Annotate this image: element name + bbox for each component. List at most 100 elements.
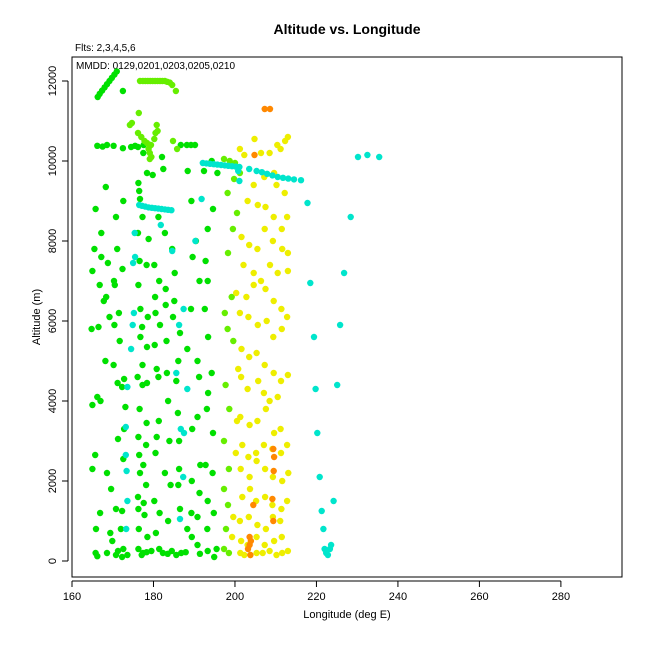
data-point: [220, 437, 228, 445]
data-point: [204, 547, 211, 555]
data-point: [222, 525, 230, 533]
data-point: [236, 517, 244, 525]
data-point: [94, 142, 101, 149]
data-point: [230, 337, 237, 345]
data-point: [139, 361, 146, 369]
data-point: [257, 277, 265, 285]
x-tick-label: 160: [63, 591, 81, 603]
data-point: [334, 381, 341, 389]
y-tick-label: 4000: [47, 389, 59, 413]
data-point: [180, 429, 188, 437]
data-point: [131, 229, 138, 237]
data-point: [245, 313, 252, 321]
data-point: [102, 357, 109, 365]
chart-subtitle: Flts: 2,3,4,5,6: [75, 43, 136, 54]
data-point: [189, 425, 196, 433]
data-point: [224, 501, 232, 509]
data-point: [169, 137, 177, 145]
data-point: [113, 68, 121, 75]
data-point: [283, 313, 291, 321]
data-point: [246, 485, 254, 493]
data-point: [238, 233, 245, 241]
data-point: [189, 253, 196, 261]
data-point: [241, 551, 248, 559]
data-point: [198, 195, 205, 203]
data-point: [278, 325, 285, 333]
data-point: [284, 133, 292, 141]
data-point: [115, 309, 123, 317]
data-point: [114, 245, 121, 253]
plot-frame: [71, 56, 623, 578]
data-point: [91, 245, 98, 253]
data-point: [211, 553, 218, 561]
x-axis: 160 180 200 220 240 260 280: [63, 580, 570, 603]
data-point: [202, 257, 209, 265]
data-point: [111, 321, 118, 329]
data-point: [281, 189, 288, 197]
data-point: [260, 389, 268, 397]
data-point: [236, 145, 244, 153]
data-point: [226, 405, 233, 413]
data-point: [176, 505, 184, 513]
data-point: [137, 333, 144, 341]
data-point: [246, 541, 253, 549]
data-point: [136, 257, 143, 265]
data-point: [254, 521, 261, 529]
data-point: [279, 245, 286, 253]
data-point: [279, 477, 286, 485]
data-point: [314, 429, 321, 437]
data-point: [235, 167, 242, 175]
data-point: [160, 165, 167, 173]
data-point: [246, 421, 253, 429]
data-point: [269, 495, 276, 503]
data-point: [229, 225, 237, 233]
data-point: [237, 373, 245, 381]
x-axis-label: Longitude (deg E): [303, 609, 390, 621]
data-point: [152, 529, 160, 537]
data-point: [254, 201, 261, 209]
data-point: [92, 451, 99, 459]
data-point: [142, 481, 150, 489]
data-point: [112, 213, 120, 221]
y-tick-label: 10000: [47, 146, 59, 177]
data-point: [151, 135, 158, 143]
data-point: [194, 357, 201, 365]
data-point: [143, 343, 151, 351]
data-point: [89, 267, 96, 275]
data-point: [195, 373, 203, 381]
data-point: [277, 425, 284, 433]
data-point: [270, 517, 277, 525]
data-point: [201, 305, 208, 313]
x-tick-label: 280: [552, 591, 570, 603]
data-point: [236, 309, 244, 317]
data-point: [209, 429, 217, 437]
data-point: [120, 545, 127, 553]
data-point: [320, 525, 327, 533]
data-point: [156, 277, 163, 285]
data-point: [233, 209, 241, 217]
data-point: [250, 501, 257, 509]
data-point: [263, 317, 270, 325]
data-point: [102, 183, 110, 191]
data-point: [245, 513, 252, 521]
data-point: [151, 261, 158, 269]
data-point: [151, 293, 159, 301]
data-point: [270, 453, 278, 461]
y-axis: 0 2000 4000 6000 8000 10000 12000: [47, 66, 69, 564]
data-point: [184, 525, 191, 533]
data-point: [204, 497, 211, 505]
data-point: [120, 375, 128, 383]
data-point: [175, 437, 183, 445]
data-point: [122, 451, 129, 459]
data-point: [169, 247, 176, 255]
data-point: [151, 497, 158, 505]
data-point: [254, 245, 261, 253]
data-point: [202, 461, 209, 469]
data-point: [174, 409, 182, 417]
data-point: [194, 513, 201, 521]
data-point: [168, 207, 175, 214]
data-point: [130, 309, 138, 317]
data-point: [270, 213, 277, 221]
data-point: [138, 323, 146, 331]
data-point: [208, 369, 215, 377]
